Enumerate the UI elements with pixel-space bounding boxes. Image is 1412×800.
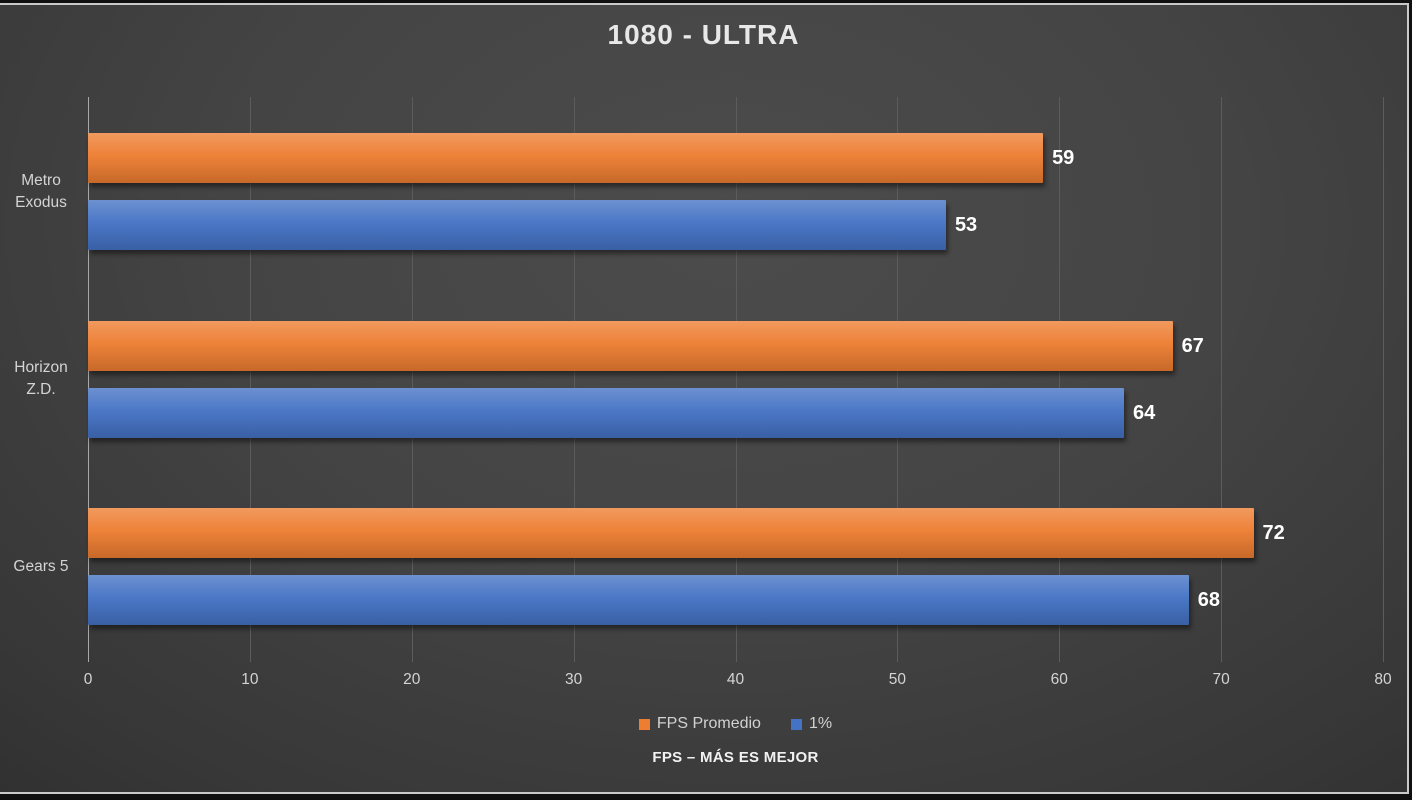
- gridline-x-20: [411, 97, 413, 662]
- chart-legend: FPS Promedio 1%: [88, 715, 1383, 733]
- legend-swatch-fps-promedio: [638, 718, 650, 730]
- y-axis-line: [88, 97, 89, 662]
- value-label-horizon-z-d-1: 64: [1133, 401, 1156, 424]
- legend-label-fps-promedio: FPS Promedio: [656, 715, 761, 732]
- slide-background: 1080 - ULTRA 0 10 20 30 40 50 60 70 80 59 53 Metro …: [0, 3, 1409, 794]
- bar-metro-exodus-1: [88, 200, 946, 250]
- bar-gears-5-fps-promedio: [88, 508, 1254, 558]
- bar-horizon-z-d-fps-promedio: [88, 320, 1173, 371]
- legend-item-1: 1%: [790, 715, 833, 733]
- gridline-x-60: [1059, 97, 1061, 662]
- plot-area: 0 10 20 30 40 50 60 70 80 59 53 Metro Exodus 67 64 Hor…: [13, 97, 1392, 688]
- bar-horizon-z-d-1: [88, 387, 1124, 438]
- x-tick-label-20: 20: [403, 671, 421, 688]
- x-tick-label-10: 10: [241, 671, 259, 688]
- category-label-gears-5: Gears 5: [13, 557, 69, 575]
- legend-swatch-1: [790, 718, 802, 730]
- category-label-metro-exodus: Metro Exodus: [15, 171, 67, 211]
- chart-title: 1080 - ULTRA: [607, 19, 800, 50]
- x-tick-label-50: 50: [888, 671, 906, 688]
- legend-item-fps-promedio: FPS Promedio: [638, 715, 761, 733]
- gridline-x-70: [1221, 97, 1223, 662]
- x-tick-label-30: 30: [565, 671, 583, 688]
- value-label-horizon-z-d-fps-promedio: 67: [1181, 334, 1204, 357]
- x-tick-label-0: 0: [83, 671, 93, 688]
- gridline-x-10: [249, 97, 251, 662]
- value-label-gears-5-fps-promedio: 72: [1262, 522, 1285, 544]
- x-tick-label-80: 80: [1374, 671, 1392, 688]
- gridline-x-30: [573, 97, 575, 662]
- bar-metro-exodus-fps-promedio: [88, 133, 1044, 183]
- gridline-x-50: [897, 97, 899, 662]
- footer-note: FPS – MÁS ES MEJOR: [652, 749, 819, 766]
- bar-gears-5-1: [88, 575, 1189, 625]
- value-label-metro-exodus-fps-promedio: 59: [1052, 147, 1075, 169]
- legend-label-1: 1%: [808, 715, 833, 732]
- x-tick-label-40: 40: [726, 671, 745, 688]
- gridline-x-80: [1383, 97, 1384, 662]
- category-label-horizon-z-d: Horizon Z.D.: [14, 359, 68, 398]
- value-label-gears-5-1: 68: [1197, 589, 1220, 611]
- x-tick-label-60: 60: [1050, 671, 1068, 688]
- x-tick-label-70: 70: [1212, 671, 1230, 688]
- gridline-x-40: [735, 97, 737, 662]
- value-label-metro-exodus-1: 53: [954, 214, 978, 236]
